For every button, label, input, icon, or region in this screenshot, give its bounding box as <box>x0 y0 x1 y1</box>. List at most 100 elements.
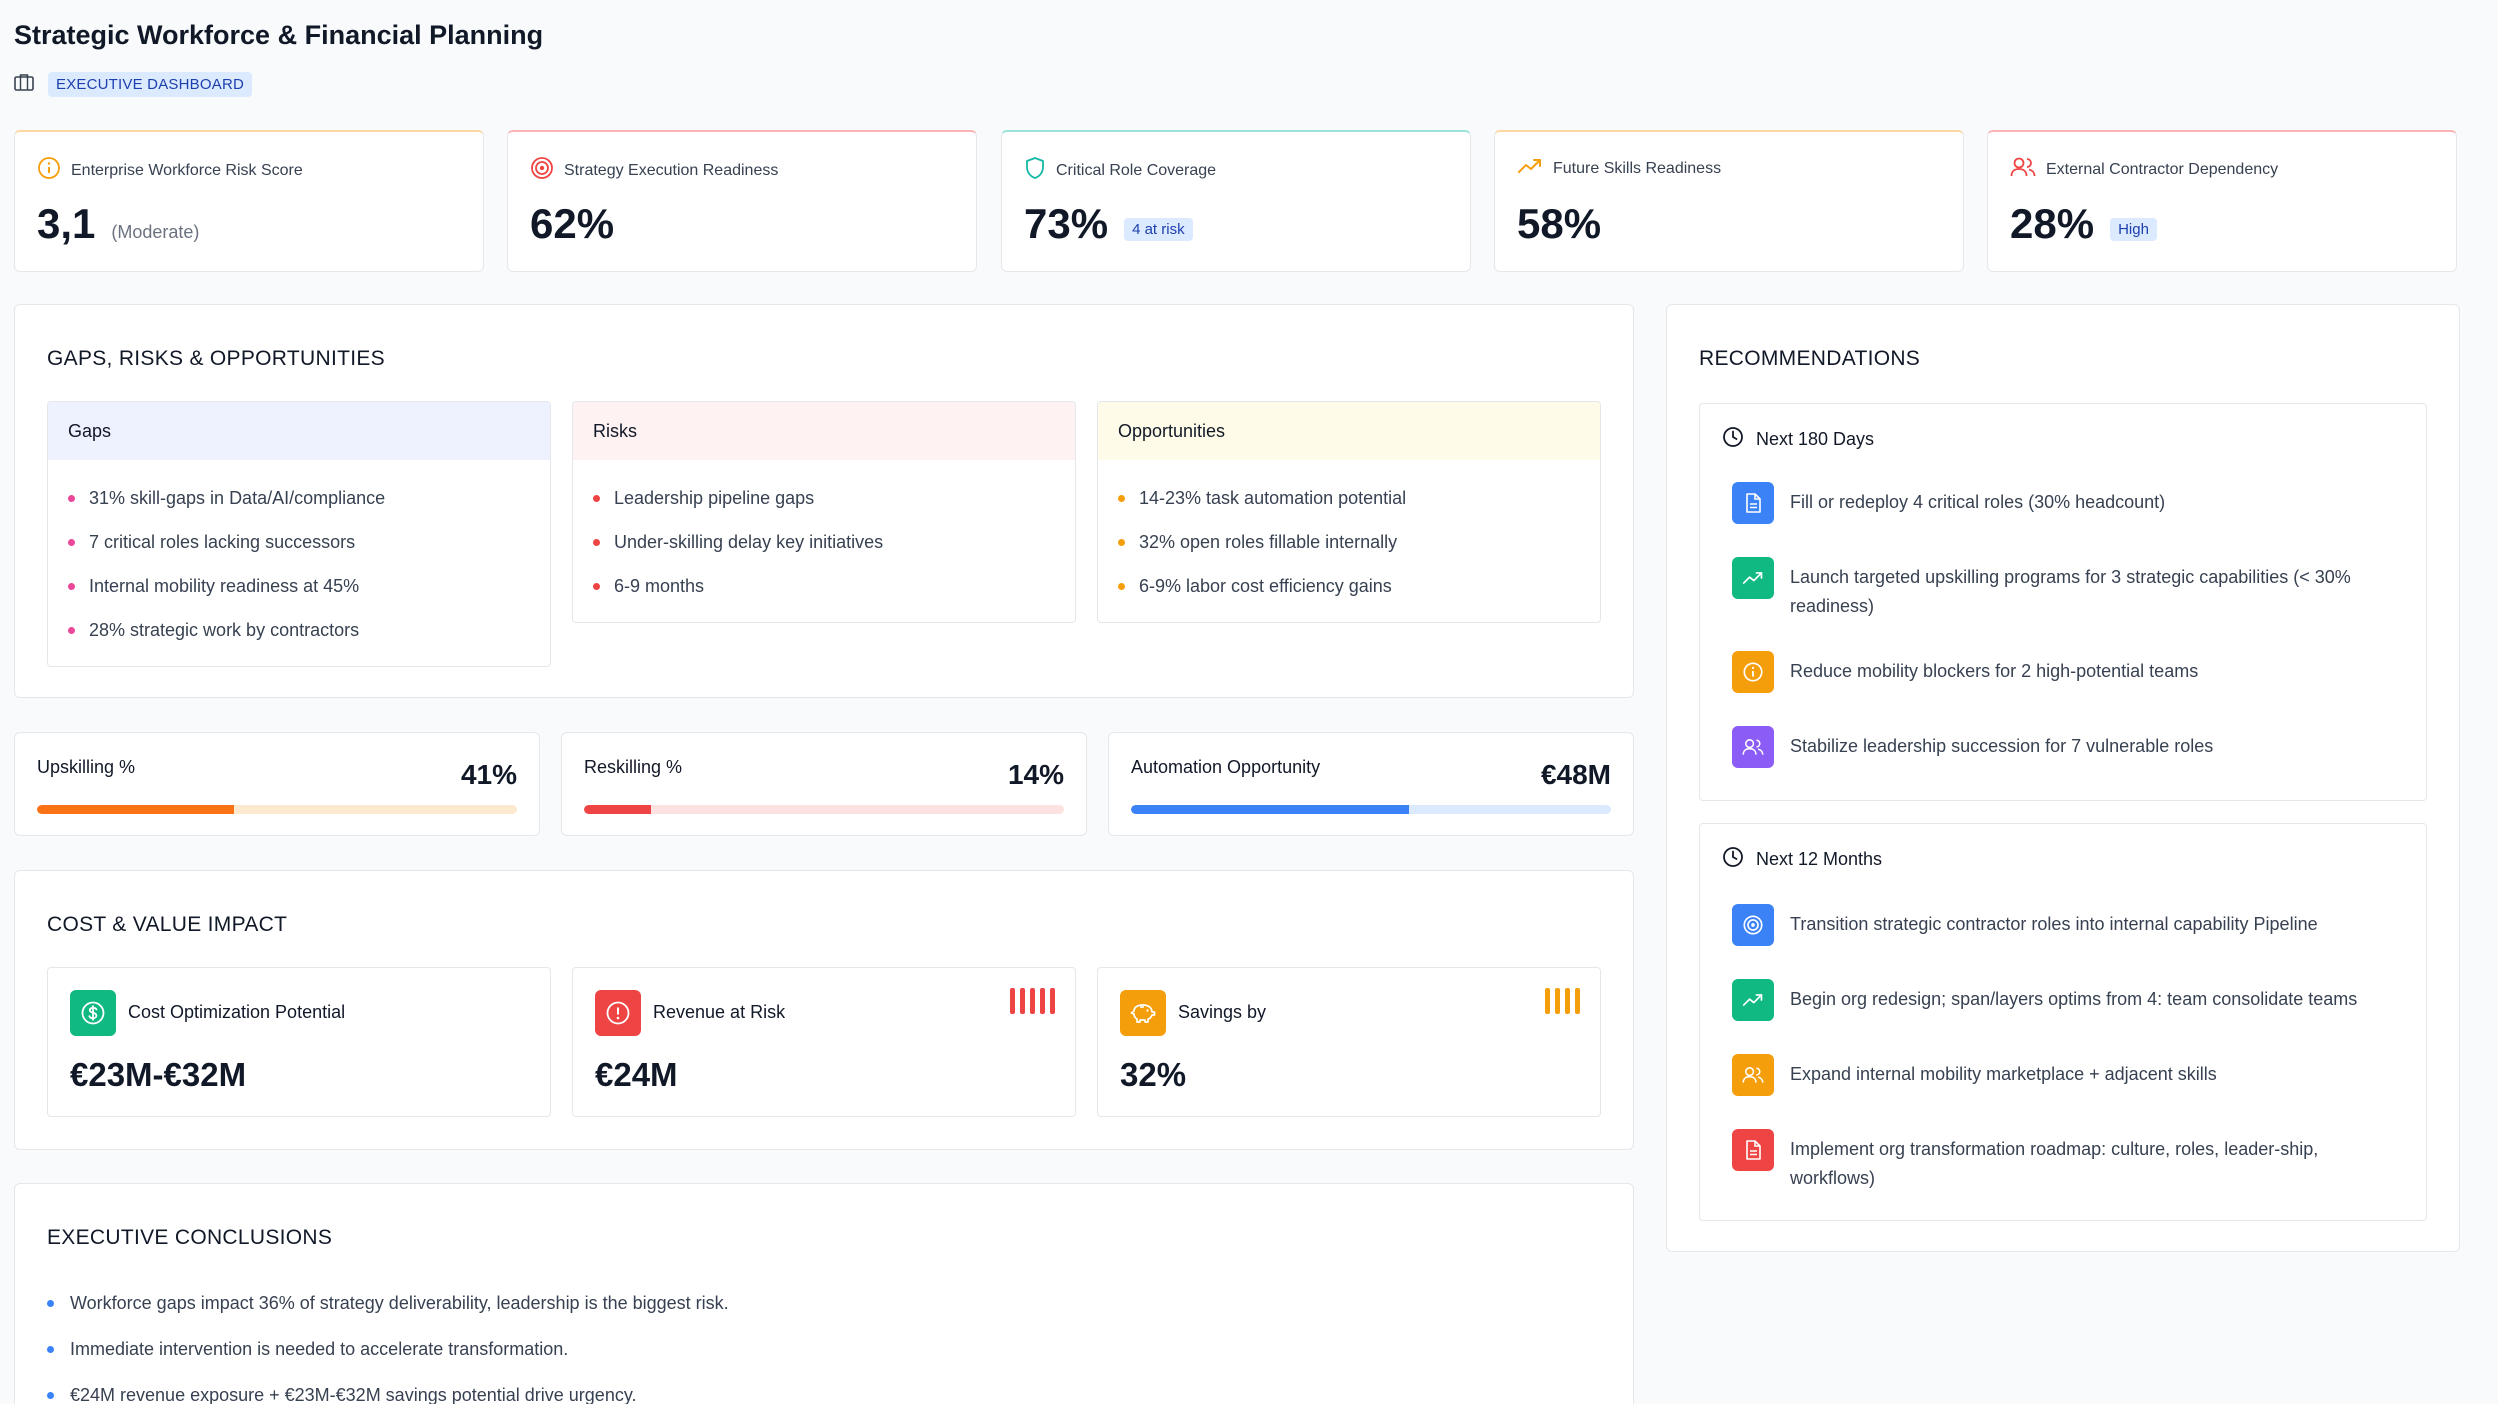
gaps-title: Gaps <box>48 402 550 460</box>
trending-up-icon <box>1732 979 1774 1021</box>
target-icon <box>1732 904 1774 946</box>
dollar-icon <box>70 990 116 1036</box>
recommendation-text: Transition strategic contractor roles in… <box>1790 914 2318 934</box>
recommendations-panel: RECOMMENDATIONS Next 180 Days Fill or re… <box>1666 304 2460 1252</box>
kpi-label: Strategy Execution Readiness <box>564 161 779 179</box>
document-icon <box>1732 1129 1774 1171</box>
list-item: 28% strategic work by contractors <box>68 608 530 652</box>
users-icon <box>1732 726 1774 768</box>
progress-track <box>1131 805 1611 814</box>
recommendation-group-180-days: Next 180 Days Fill or redeploy 4 critica… <box>1699 403 2427 801</box>
trending-up-icon <box>1732 557 1774 599</box>
list-item: 14-23% task automation potential <box>1118 476 1580 520</box>
briefcase-icon <box>14 73 34 96</box>
cost-label: Cost Optimization Potential <box>128 1002 346 1022</box>
recommendation-text: Expand internal mobility marketplace + a… <box>1790 1064 2217 1084</box>
info-circle-icon <box>1732 651 1774 693</box>
signal-bars <box>1010 988 1055 1014</box>
recommendation-text: Launch targeted upskilling programs for … <box>1790 567 2351 616</box>
list-item: Workforce gaps impact 36% of strategy de… <box>47 1280 729 1326</box>
target-icon <box>530 156 554 185</box>
list-item: Immediate intervention is needed to acce… <box>47 1326 729 1372</box>
users-icon <box>2010 156 2036 183</box>
progress-value: 14% <box>1007 759 1064 790</box>
progress-track <box>584 805 1064 814</box>
list-item: 7 critical roles lacking successors <box>68 520 530 564</box>
progress-label: Upskilling % <box>37 757 136 777</box>
users-icon <box>1732 1054 1774 1096</box>
header-subline: EXECUTIVE DASHBOARD <box>14 72 253 97</box>
group-title: Next 180 Days <box>1756 429 1875 449</box>
progress-value: €48M <box>1540 759 1611 790</box>
piggy-bank-icon <box>1120 990 1166 1036</box>
document-icon <box>1732 482 1774 524</box>
progress-fill <box>584 805 652 814</box>
progress-track <box>37 805 517 814</box>
kpi-card-risk-score[interactable]: Enterprise Workforce Risk Score 3,1 (Mod… <box>14 130 484 272</box>
cost-value: €24M <box>595 1056 678 1093</box>
list-item: €24M revenue exposure + €23M-€32M saving… <box>47 1372 729 1404</box>
progress-card-reskilling: Reskilling % 14% <box>561 732 1087 836</box>
section-title: COST & VALUE IMPACT <box>47 913 288 936</box>
kpi-card-strategy-readiness[interactable]: Strategy Execution Readiness 62% <box>507 130 977 272</box>
clock-icon <box>1722 846 1744 873</box>
kpi-card-future-skills[interactable]: Future Skills Readiness 58% <box>1494 130 1964 272</box>
progress-fill <box>1131 805 1410 814</box>
alert-circle-icon <box>595 990 641 1036</box>
list-item: 6-9% labor cost efficiency gains <box>1118 564 1580 608</box>
cost-label: Revenue at Risk <box>653 1002 786 1022</box>
cost-value: €23M-€32M <box>70 1056 247 1093</box>
kpi-label: Future Skills Readiness <box>1553 159 1722 177</box>
recommendation-text: Begin org redesign; span/layers optims f… <box>1790 989 2358 1009</box>
progress-label: Automation Opportunity <box>1131 757 1321 777</box>
info-circle-icon <box>37 156 61 185</box>
cost-value-panel: COST & VALUE IMPACT Cost Optimization Po… <box>14 870 1634 1150</box>
list-item: 32% open roles fillable internally <box>1118 520 1580 564</box>
kpi-value: 58% <box>1517 200 1602 247</box>
recommendation-text: Reduce mobility blockers for 2 high-pote… <box>1790 661 2199 681</box>
kpi-tag: 4 at risk <box>1124 218 1193 241</box>
opportunities-box: Opportunities 14-23% task automation pot… <box>1097 401 1601 623</box>
kpi-label: Enterprise Workforce Risk Score <box>71 161 303 179</box>
recommendation-text: Fill or redeploy 4 critical roles (30% h… <box>1790 492 2166 512</box>
cost-card-optimization: Cost Optimization Potential €23M-€32M <box>47 967 551 1117</box>
trending-up-icon <box>1517 156 1543 181</box>
group-title: Next 12 Months <box>1756 849 1883 869</box>
gaps-box: Gaps 31% skill-gaps in Data/AI/complianc… <box>47 401 551 667</box>
cost-card-savings: Savings by 32% <box>1097 967 1601 1117</box>
section-title: RECOMMENDATIONS <box>1699 347 1921 370</box>
kpi-value: 28% <box>2010 200 2095 247</box>
kpi-value: 3,1 <box>37 200 96 247</box>
progress-fill <box>37 805 234 814</box>
list-item: 31% skill-gaps in Data/AI/compliance <box>68 476 530 520</box>
list-item: Leadership pipeline gaps <box>593 476 1055 520</box>
opportunities-title: Opportunities <box>1098 402 1600 460</box>
kpi-note: (Moderate) <box>111 222 200 242</box>
list-item: Internal mobility readiness at 45% <box>68 564 530 608</box>
recommendation-group-12-months: Next 12 Months Transition strategic cont… <box>1699 823 2427 1221</box>
progress-value: 41% <box>460 759 517 790</box>
kpi-label: Critical Role Coverage <box>1056 161 1217 179</box>
kpi-card-contractor-dependency[interactable]: External Contractor Dependency 28% High <box>1987 130 2457 272</box>
recommendation-text: Implement org transformation roadmap: cu… <box>1790 1139 2319 1188</box>
dashboard-badge: EXECUTIVE DASHBOARD <box>48 72 253 97</box>
cost-value: 32% <box>1120 1056 1187 1093</box>
progress-card-upskilling: Upskilling % 41% <box>14 732 540 836</box>
kpi-value: 73% <box>1024 200 1109 247</box>
kpi-card-critical-role-coverage[interactable]: Critical Role Coverage 73% 4 at risk <box>1001 130 1471 272</box>
shield-icon <box>1024 156 1046 185</box>
cost-label: Savings by <box>1178 1002 1267 1022</box>
kpi-label: External Contractor Dependency <box>2046 160 2279 178</box>
risks-title: Risks <box>573 402 1075 460</box>
executive-conclusions-panel: EXECUTIVE CONCLUSIONS Workforce gaps imp… <box>14 1183 1634 1404</box>
page-title: Strategic Workforce & Financial Planning <box>14 20 544 50</box>
progress-label: Reskilling % <box>584 757 683 777</box>
clock-icon <box>1722 426 1744 453</box>
list-item: Under-skilling delay key initiatives <box>593 520 1055 564</box>
risks-box: Risks Leadership pipeline gaps Under-ski… <box>572 401 1076 623</box>
progress-card-automation: Automation Opportunity €48M <box>1108 732 1634 836</box>
section-title: EXECUTIVE CONCLUSIONS <box>47 1226 333 1249</box>
cost-card-revenue-risk: Revenue at Risk €24M <box>572 967 1076 1117</box>
section-title: GAPS, RISKS & OPPORTUNITIES <box>47 347 385 370</box>
